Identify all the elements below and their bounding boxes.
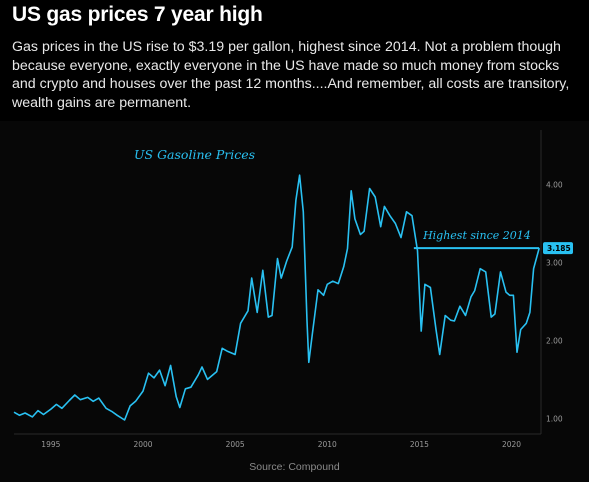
y-tick-label: 2.00 <box>546 336 563 345</box>
headline: US gas prices 7 year high <box>12 3 263 26</box>
source-credit: Source: Compound <box>249 461 340 473</box>
last-value-label: 3.185 <box>547 244 571 253</box>
chart-frame <box>0 121 589 482</box>
y-tick-label: 4.00 <box>546 181 563 190</box>
x-tick-label: 2000 <box>133 440 152 449</box>
x-tick-labels: 1995 2000 2005 2010 2015 2020 <box>41 440 521 449</box>
x-tick-label: 2020 <box>502 440 521 449</box>
x-tick-label: 2005 <box>226 440 245 449</box>
caption-text: Gas prices in the US rise to $3.19 per g… <box>12 39 570 111</box>
y-tick-labels: 1.00 2.00 3.00 4.00 <box>546 181 563 424</box>
chart-title: US Gasoline Prices <box>134 147 255 162</box>
annotation-label: Highest since 2014 <box>422 229 531 242</box>
x-tick-label: 2015 <box>410 440 429 449</box>
y-tick-label: 3.00 <box>546 259 563 268</box>
x-tick-label: 1995 <box>41 440 60 449</box>
y-tick-label: 1.00 <box>546 414 563 423</box>
last-value-badge <box>543 242 573 255</box>
series-line <box>13 174 540 421</box>
x-tick-label: 2010 <box>318 440 337 449</box>
